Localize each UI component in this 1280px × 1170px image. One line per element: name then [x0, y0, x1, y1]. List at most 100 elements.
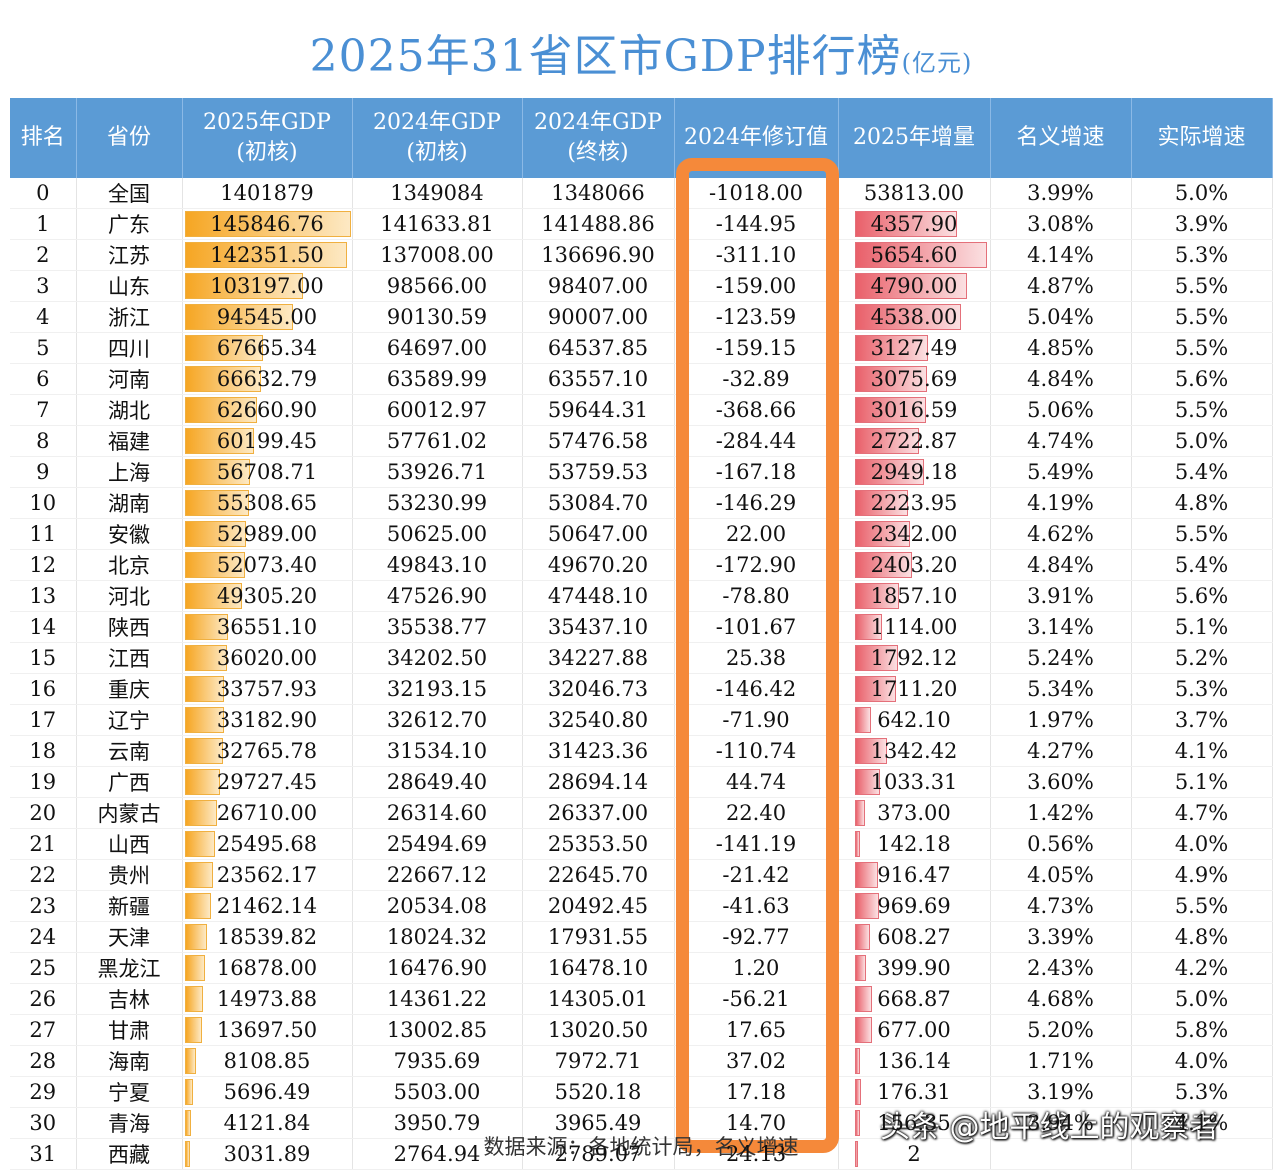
- gdp-data-bar: [184, 924, 208, 950]
- cell-text: 642.10: [877, 708, 951, 732]
- gdp-data-bar: [184, 862, 213, 888]
- cell-text: 136696.90: [541, 243, 655, 267]
- cell-gdp-2024-prelim: 137008.00: [352, 239, 523, 271]
- cell-text: 1711.20: [870, 677, 958, 701]
- cell-gdp-2025-prelim: 56708.71: [182, 456, 353, 488]
- cell-nominal-growth: 0.56%: [990, 828, 1132, 860]
- cell-text: 5.5%: [1174, 336, 1229, 360]
- cell-text: 安徽: [108, 523, 150, 547]
- cell-text: 7972.71: [554, 1049, 642, 1073]
- cell-text: 67665.34: [216, 336, 318, 360]
- table-row: 1 广东 145846.76 141633.81 141488.86 -144.95 435…: [10, 208, 1273, 240]
- cell-nominal-growth: 3.19%: [990, 1076, 1132, 1108]
- cell-revision-2024: 22.00: [674, 518, 839, 550]
- cell-text: 50647.00: [547, 522, 649, 546]
- cell-province: 河北: [76, 580, 183, 612]
- gdp-data-bar: [184, 242, 347, 268]
- cell-text: 47526.90: [386, 584, 488, 608]
- cell-rank: 13: [10, 580, 77, 612]
- cell-text: 4.84%: [1027, 367, 1094, 391]
- cell-nominal-growth: 4.87%: [990, 270, 1132, 302]
- cell-real-growth: 5.1%: [1131, 611, 1273, 643]
- header-revision-2024: 2024年修订值: [674, 98, 839, 178]
- gdp-data-bar: [184, 304, 293, 330]
- increment-data-bar: [854, 645, 898, 671]
- cell-text: 145846.76: [210, 212, 324, 236]
- cell-text: 5520.18: [554, 1080, 642, 1104]
- cell-text: 山西: [108, 833, 150, 857]
- cell-gdp-2024-prelim: 57761.02: [352, 425, 523, 457]
- cell-gdp-2025-prelim: 33757.93: [182, 673, 353, 705]
- cell-text: 29727.45: [216, 770, 318, 794]
- cell-province: 四川: [76, 332, 183, 364]
- increment-data-bar: [854, 955, 866, 981]
- cell-real-growth: 5.5%: [1131, 890, 1273, 922]
- cell-gdp-2025-prelim: 23562.17: [182, 859, 353, 891]
- cell-gdp-2025-prelim: 26710.00: [182, 797, 353, 829]
- cell-text: 60012.97: [386, 398, 488, 422]
- increment-data-bar: [854, 862, 878, 888]
- cell-text: 24.13: [725, 1142, 787, 1166]
- cell-text: 1792.12: [870, 646, 958, 670]
- cell-increment-2025: 176.31: [838, 1076, 991, 1108]
- cell-text: 63557.10: [547, 367, 649, 391]
- cell-text: -159.15: [715, 336, 797, 360]
- cell-text: 44.74: [725, 770, 787, 794]
- cell-nominal-growth: 3.39%: [990, 921, 1132, 953]
- cell-gdp-2025-prelim: 14973.88: [182, 983, 353, 1015]
- cell-text: 60199.45: [216, 429, 318, 453]
- table-row: 23 新疆 21462.14 20534.08 20492.45 -41.63 969.69…: [10, 890, 1273, 922]
- cell-rank: 7: [10, 394, 77, 426]
- table-row: 15 江西 36020.00 34202.50 34227.88 25.38 1792.12…: [10, 642, 1273, 674]
- gdp-data-bar: [184, 645, 227, 671]
- cell-rank: 0: [10, 178, 77, 209]
- cell-text: 4.14%: [1027, 243, 1094, 267]
- cell-text: 1: [36, 212, 50, 236]
- cell-text: 7935.69: [393, 1049, 481, 1073]
- gdp-ranking-table: 排名 省份 2025年GDP (初核) 2024年GDP (初核) 2024年GDP (…: [10, 98, 1273, 1170]
- cell-gdp-2024-final: 64537.85: [522, 332, 675, 364]
- cell-text: 北京: [108, 554, 150, 578]
- cell-text: -71.90: [722, 708, 790, 732]
- cell-increment-2025: 399.90: [838, 952, 991, 984]
- cell-text: 16878.00: [216, 956, 318, 980]
- cell-text: -56.21: [722, 987, 790, 1011]
- cell-gdp-2025-prelim: 25495.68: [182, 828, 353, 860]
- cell-text: 14.70: [725, 1111, 787, 1135]
- table-row: 21 山西 25495.68 25494.69 25353.50 -141.19 142.1…: [10, 828, 1273, 860]
- cell-text: 94545.00: [216, 305, 318, 329]
- cell-real-growth: 4.9%: [1131, 859, 1273, 891]
- cell-text: 31423.36: [547, 739, 649, 763]
- cell-revision-2024: -141.19: [674, 828, 839, 860]
- gdp-data-bar: [184, 614, 228, 640]
- cell-gdp-2025-prelim: 36020.00: [182, 642, 353, 674]
- cell-text: 13002.85: [386, 1018, 488, 1042]
- table-row: 0 全国 1401879 1349084 1348066 -1018.00 53813.00…: [10, 178, 1273, 209]
- cell-text: 5.6%: [1174, 584, 1229, 608]
- table-row: 2 江苏 142351.50 137008.00 136696.90 -311.10 565…: [10, 239, 1273, 271]
- cell-text: 52073.40: [216, 553, 318, 577]
- cell-increment-2025: 642.10: [838, 704, 991, 736]
- cell-text: 5.2%: [1174, 646, 1229, 670]
- cell-text: 1033.31: [870, 770, 958, 794]
- cell-gdp-2024-prelim: 14361.22: [352, 983, 523, 1015]
- increment-data-bar: [854, 1017, 873, 1043]
- cell-gdp-2025-prelim: 1401879: [182, 178, 353, 209]
- cell-province: 浙江: [76, 301, 183, 333]
- cell-increment-2025: 1114.00: [838, 611, 991, 643]
- cell-province: 辽宁: [76, 704, 183, 736]
- table-row: 20 内蒙古 26710.00 26314.60 26337.00 22.40 373.00…: [10, 797, 1273, 829]
- increment-data-bar: [854, 676, 896, 702]
- cell-text: 24: [29, 925, 57, 949]
- cell-gdp-2025-prelim: 67665.34: [182, 332, 353, 364]
- cell-increment-2025: 142.18: [838, 828, 991, 860]
- cell-gdp-2025-prelim: 18539.82: [182, 921, 353, 953]
- cell-text: 53926.71: [386, 460, 488, 484]
- cell-rank: 25: [10, 952, 77, 984]
- cell-text: 26710.00: [216, 801, 318, 825]
- cell-text: 34202.50: [386, 646, 488, 670]
- cell-real-growth: 5.0%: [1131, 983, 1273, 1015]
- increment-data-bar: [854, 893, 879, 919]
- cell-text: 5.0%: [1174, 429, 1229, 453]
- cell-real-growth: 4.8%: [1131, 487, 1273, 519]
